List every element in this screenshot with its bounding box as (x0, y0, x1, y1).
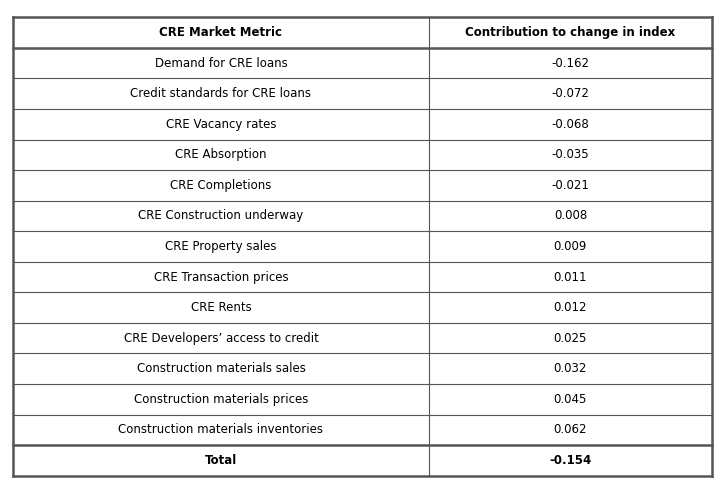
Text: CRE Completions: CRE Completions (170, 179, 272, 192)
Text: -0.072: -0.072 (552, 87, 589, 100)
Text: Construction materials inventories: Construction materials inventories (118, 423, 323, 436)
Text: 0.008: 0.008 (554, 210, 587, 222)
Text: -0.021: -0.021 (552, 179, 589, 192)
Text: CRE Developers’ access to credit: CRE Developers’ access to credit (123, 332, 318, 345)
Text: Construction materials sales: Construction materials sales (136, 362, 305, 375)
Text: 0.045: 0.045 (554, 393, 587, 406)
Text: 0.032: 0.032 (554, 362, 587, 375)
Text: Credit standards for CRE loans: Credit standards for CRE loans (130, 87, 312, 100)
Text: -0.162: -0.162 (552, 57, 589, 70)
Text: CRE Vacancy rates: CRE Vacancy rates (166, 118, 276, 131)
Text: Demand for CRE loans: Demand for CRE loans (154, 57, 287, 70)
Text: Construction materials prices: Construction materials prices (134, 393, 308, 406)
Text: 0.012: 0.012 (554, 301, 587, 314)
Text: CRE Absorption: CRE Absorption (175, 148, 267, 161)
Text: CRE Property sales: CRE Property sales (165, 240, 277, 253)
Text: 0.011: 0.011 (554, 271, 587, 283)
Text: CRE Construction underway: CRE Construction underway (138, 210, 304, 222)
Text: Total: Total (205, 454, 237, 467)
Text: CRE Market Metric: CRE Market Metric (160, 26, 283, 39)
Text: CRE Transaction prices: CRE Transaction prices (154, 271, 289, 283)
Text: -0.068: -0.068 (552, 118, 589, 131)
Text: -0.035: -0.035 (552, 148, 589, 161)
Text: 0.025: 0.025 (554, 332, 587, 345)
Text: -0.154: -0.154 (550, 454, 592, 467)
Text: 0.009: 0.009 (554, 240, 587, 253)
Text: Contribution to change in index: Contribution to change in index (465, 26, 676, 39)
Text: CRE Rents: CRE Rents (191, 301, 252, 314)
Text: 0.062: 0.062 (554, 423, 587, 436)
